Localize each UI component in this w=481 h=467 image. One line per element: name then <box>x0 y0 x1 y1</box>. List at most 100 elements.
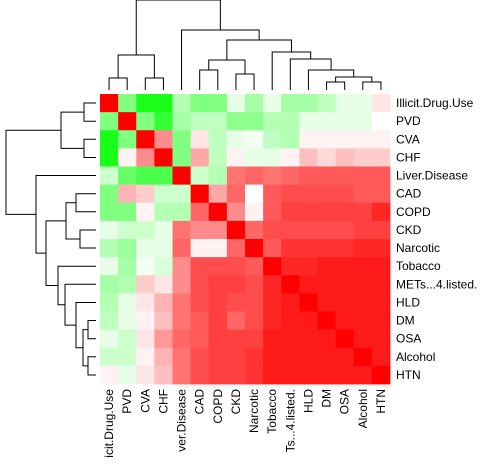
heatmap-cell <box>136 311 155 331</box>
heatmap-cell <box>118 184 137 204</box>
heatmap-cell <box>208 112 228 131</box>
heatmap-cell <box>118 365 137 385</box>
heatmap-cell <box>172 329 192 349</box>
heatmap-cell <box>245 365 264 385</box>
heatmap-cell <box>299 329 318 349</box>
heatmap-cell <box>226 257 246 276</box>
heatmap-cell <box>118 239 137 258</box>
column-label: CKD <box>229 389 243 415</box>
heatmap-cell <box>208 220 228 240</box>
heatmap-cell <box>317 148 337 167</box>
heatmap-cell <box>100 311 119 331</box>
heatmap-cell <box>154 184 173 204</box>
heatmap-cell <box>136 166 155 186</box>
column-label: DM <box>320 389 334 408</box>
heatmap-cell <box>245 130 264 149</box>
heatmap-cell <box>172 365 192 385</box>
heatmap-cell <box>118 257 137 276</box>
heatmap-cell <box>371 94 391 113</box>
heatmap-cell <box>335 311 355 331</box>
heatmap-cell <box>100 239 119 258</box>
heatmap-cell <box>245 112 264 131</box>
heatmap-cell <box>190 347 210 367</box>
heatmap-cell <box>226 311 246 331</box>
heatmap-cells <box>100 94 391 385</box>
heatmap-cell <box>172 184 192 204</box>
heatmap-cell <box>371 184 391 204</box>
heatmap-cell <box>118 202 137 222</box>
heatmap-cell <box>317 365 337 385</box>
heatmap-cell <box>136 347 155 367</box>
heatmap-cell <box>190 184 210 204</box>
heatmap-cell <box>190 293 210 312</box>
heatmap-cell <box>299 148 318 167</box>
heatmap-cell <box>208 130 228 149</box>
heatmap-cell <box>190 311 210 331</box>
heatmap-cell <box>263 94 282 113</box>
heatmap-cell <box>208 275 228 294</box>
heatmap-cell <box>172 148 192 167</box>
heatmap-cell <box>299 311 318 331</box>
row-dendrogram-link <box>5 129 61 215</box>
heatmap-cell <box>208 311 228 331</box>
heatmap-cell <box>317 275 337 294</box>
heatmap-cell <box>118 347 137 367</box>
heatmap-cell <box>335 202 355 222</box>
heatmap-cell <box>263 347 282 367</box>
heatmap-cell <box>353 94 373 113</box>
heatmap-cell <box>100 347 119 367</box>
heatmap-cell <box>371 329 391 349</box>
heatmap-cell <box>100 94 119 113</box>
heatmap-cell <box>154 365 173 385</box>
heatmap-cell <box>226 94 246 113</box>
heatmap-cell <box>335 220 355 240</box>
heatmap-cell <box>353 166 373 186</box>
heatmap-cell <box>371 257 391 276</box>
heatmap-cell <box>317 329 337 349</box>
heatmap-cell <box>136 257 155 276</box>
heatmap-cell <box>136 239 155 258</box>
heatmap-cell <box>281 166 300 186</box>
heatmap-cell <box>299 184 318 204</box>
heatmap-cell <box>281 130 300 149</box>
heatmap-cell <box>317 166 337 186</box>
heatmap-cell <box>226 184 246 204</box>
heatmap-cell <box>245 311 264 331</box>
heatmap-cell <box>208 347 228 367</box>
heatmap-cell <box>371 112 391 131</box>
heatmap-cell <box>172 347 192 367</box>
heatmap-cell <box>208 293 228 312</box>
heatmap-cell <box>100 184 119 204</box>
heatmap-cell <box>371 311 391 331</box>
heatmap-cell <box>190 148 210 167</box>
heatmap-cell <box>136 275 155 294</box>
heatmap-cell <box>371 166 391 186</box>
heatmap-cell <box>154 112 173 131</box>
heatmap-cell <box>245 148 264 167</box>
heatmap-cell <box>371 202 391 222</box>
heatmap-cell <box>226 275 246 294</box>
column-label: Ts...4.listed. <box>283 389 297 452</box>
heatmap-cell <box>371 347 391 367</box>
heatmap-cell <box>317 220 337 240</box>
heatmap-cell <box>208 148 228 167</box>
heatmap-cell <box>154 202 173 222</box>
column-dendrogram <box>108 0 382 90</box>
heatmap-cell <box>317 130 337 149</box>
heatmap-cell <box>154 293 173 312</box>
column-label: Narcotic <box>247 389 261 433</box>
heatmap-cell <box>172 275 192 294</box>
heatmap-cell <box>190 220 210 240</box>
heatmap-cell <box>172 239 192 258</box>
heatmap-cell <box>299 239 318 258</box>
heatmap-cell <box>208 184 228 204</box>
heatmap-cell <box>172 220 192 240</box>
heatmap-cell <box>245 257 264 276</box>
heatmap-cell <box>208 94 228 113</box>
heatmap-cell <box>226 239 246 258</box>
heatmap-cell <box>335 293 355 312</box>
heatmap-cell <box>263 130 282 149</box>
heatmap-cell <box>154 257 173 276</box>
heatmap-cell <box>208 257 228 276</box>
heatmap-cell <box>208 166 228 186</box>
